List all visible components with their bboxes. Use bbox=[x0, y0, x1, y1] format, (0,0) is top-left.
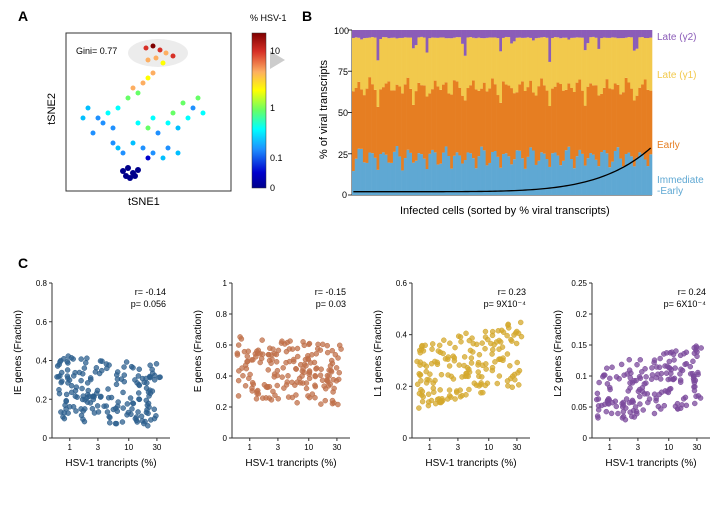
svg-text:0.2: 0.2 bbox=[396, 382, 408, 391]
cb-tick-3: 0 bbox=[270, 183, 275, 193]
legend-l1: Late (γ1) bbox=[657, 70, 696, 81]
svg-text:0: 0 bbox=[583, 434, 588, 443]
panel-a-tsne: Gini= 0.77 tSNE1 tSNE2 bbox=[38, 28, 238, 213]
svg-text:0: 0 bbox=[43, 434, 48, 443]
cb-tick-1: 1 bbox=[270, 103, 275, 113]
svg-text:10: 10 bbox=[664, 443, 673, 452]
svg-text:0.2: 0.2 bbox=[576, 310, 588, 319]
panel-c-container: 00.20.40.60.8131030r= -0.14p= 0.056HSV-1… bbox=[18, 275, 718, 505]
panel-c-label: C bbox=[18, 255, 28, 271]
svg-text:p= 6X10⁻⁴: p= 6X10⁻⁴ bbox=[664, 299, 707, 309]
scatter-ylabel-3: L2 genes (Fraction) bbox=[553, 310, 564, 397]
gini-label: Gini= 0.77 bbox=[76, 46, 117, 56]
scatter-ylabel-1: E genes (Fraction) bbox=[193, 310, 204, 392]
svg-text:HSV-1 trancripts (%): HSV-1 trancripts (%) bbox=[245, 458, 336, 469]
b-ytick-50: 50 bbox=[338, 108, 348, 118]
cb-tick-2: 0.1 bbox=[270, 153, 283, 163]
scatter-1: 0 0.2 0.4 0.6 0.8 1 1 3 10 30 r= -0.15 p= 0.03 HSV-1… bbox=[198, 275, 358, 485]
svg-text:0.25: 0.25 bbox=[571, 279, 587, 288]
svg-text:3: 3 bbox=[96, 443, 101, 452]
svg-text:p= 9X10⁻⁴: p= 9X10⁻⁴ bbox=[484, 299, 527, 309]
svg-text:0: 0 bbox=[403, 434, 408, 443]
svg-text:0.1: 0.1 bbox=[576, 372, 588, 381]
svg-text:3: 3 bbox=[276, 443, 281, 452]
legend-e: Early bbox=[657, 140, 680, 151]
colorbar-title: % HSV-1 bbox=[250, 13, 300, 23]
svg-text:30: 30 bbox=[332, 443, 341, 452]
panel-a-ylabel: tSNE2 bbox=[46, 93, 58, 125]
svg-text:HSV-1 trancripts (%): HSV-1 trancripts (%) bbox=[65, 458, 156, 469]
svg-text:0.6: 0.6 bbox=[36, 318, 48, 327]
scatter-0: 0 0.2 0.4 0.6 0.8 1 3 10 30 r= -0.14 p= 0.056 HSV-1… bbox=[18, 275, 178, 485]
svg-text:0.8: 0.8 bbox=[36, 279, 48, 288]
svg-text:p= 0.056: p= 0.056 bbox=[131, 299, 166, 309]
scatter-ylabel-0: IE genes (Fraction) bbox=[13, 310, 24, 395]
panel-b-ylabel: % of viral transcripts bbox=[318, 60, 330, 159]
legend-ie: Immediate-Early bbox=[657, 175, 704, 197]
colorbar: % HSV-1 10 1 0.1 0 bbox=[250, 28, 295, 213]
svg-text:30: 30 bbox=[692, 443, 701, 452]
cb-tick-0: 10 bbox=[270, 46, 280, 56]
svg-text:10: 10 bbox=[124, 443, 133, 452]
svg-text:0.4: 0.4 bbox=[396, 331, 408, 340]
b-ytick-75: 75 bbox=[338, 67, 348, 77]
svg-text:0.15: 0.15 bbox=[571, 341, 587, 350]
scatter-2: 0 0.2 0.4 0.6 1 3 10 30 r= 0.23 p= 9X10⁻⁴ HSV-1 tr… bbox=[378, 275, 538, 485]
svg-text:1: 1 bbox=[248, 443, 253, 452]
svg-text:p= 0.03: p= 0.03 bbox=[316, 299, 346, 309]
scatter-ylabel-2: L1 genes (Fraction) bbox=[373, 310, 384, 397]
svg-text:0.2: 0.2 bbox=[36, 395, 48, 404]
b-ytick-100: 100 bbox=[334, 26, 349, 36]
scatter-3: 0 0.05 0.1 0.15 0.2 0.25 1 3 10 30 r= 0.24 p= 6X10⁻… bbox=[558, 275, 718, 485]
svg-text:r= 0.23: r= 0.23 bbox=[498, 287, 526, 297]
panel-a-xlabel: tSNE1 bbox=[128, 196, 160, 208]
svg-text:r= -0.14: r= -0.14 bbox=[135, 287, 166, 297]
panel-b-xlabel: Infected cells (sorted by % viral transc… bbox=[400, 205, 610, 217]
svg-text:3: 3 bbox=[456, 443, 461, 452]
svg-text:0.6: 0.6 bbox=[396, 279, 408, 288]
svg-text:1: 1 bbox=[428, 443, 433, 452]
svg-text:HSV-1 trancripts (%): HSV-1 trancripts (%) bbox=[605, 458, 696, 469]
svg-text:1: 1 bbox=[608, 443, 613, 452]
svg-text:0.4: 0.4 bbox=[36, 357, 48, 366]
svg-text:1: 1 bbox=[223, 279, 228, 288]
tsne-plot bbox=[38, 28, 238, 213]
svg-text:3: 3 bbox=[636, 443, 641, 452]
b-ytick-25: 25 bbox=[338, 150, 348, 160]
panel-a-label: A bbox=[18, 8, 28, 24]
svg-text:0.05: 0.05 bbox=[571, 403, 587, 412]
b-ytick-0: 0 bbox=[342, 190, 347, 200]
panel-b-bars: % of viral transcripts Infected cells (s… bbox=[320, 20, 715, 220]
svg-text:30: 30 bbox=[152, 443, 161, 452]
svg-text:30: 30 bbox=[512, 443, 521, 452]
svg-text:0.4: 0.4 bbox=[216, 372, 228, 381]
svg-text:HSV-1 trancripts (%): HSV-1 trancripts (%) bbox=[425, 458, 516, 469]
svg-text:0.8: 0.8 bbox=[216, 310, 228, 319]
panel-b-label: B bbox=[302, 8, 312, 24]
svg-text:r= 0.24: r= 0.24 bbox=[678, 287, 706, 297]
svg-text:0.6: 0.6 bbox=[216, 341, 228, 350]
svg-text:10: 10 bbox=[304, 443, 313, 452]
svg-text:r= -0.15: r= -0.15 bbox=[315, 287, 346, 297]
svg-text:1: 1 bbox=[68, 443, 73, 452]
svg-text:10: 10 bbox=[484, 443, 493, 452]
svg-text:0.2: 0.2 bbox=[216, 403, 228, 412]
legend-l2: Late (γ2) bbox=[657, 32, 696, 43]
svg-text:0: 0 bbox=[223, 434, 228, 443]
